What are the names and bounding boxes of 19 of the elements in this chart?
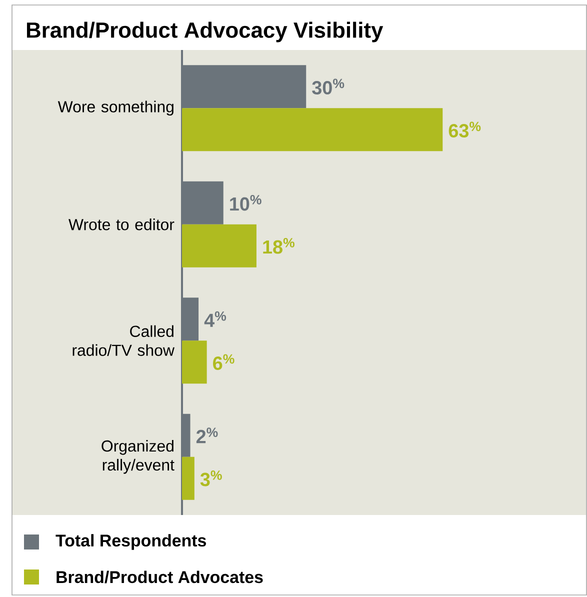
data-label: 10$^{%}$ (230, 195, 262, 211)
data-label: 63$^{%}$ (448, 122, 481, 138)
y-tick-label: Called radio/TV show (72, 325, 174, 356)
bar (182, 456, 194, 500)
data-label: 30$^{%}$ (312, 78, 344, 94)
bar (182, 340, 207, 384)
data-label: 4$^{%}$ (204, 311, 226, 327)
legend-label: Total Respondents (56, 534, 206, 550)
legend-label: Brand/Product Advocates (56, 570, 263, 584)
bar (182, 224, 256, 268)
y-tick-label: Wrote to editor (68, 218, 174, 230)
chart-title: Brand/Product Advocacy Visibility (26, 22, 384, 42)
data-label: 18$^{%}$ (263, 238, 294, 254)
data-label: 3$^{%}$ (200, 470, 222, 486)
bar (182, 108, 443, 152)
y-tick-label: Organized rally/event (102, 440, 174, 474)
data-label: 2$^{%}$ (196, 428, 218, 444)
y-tick-label: Wore something (58, 100, 174, 116)
data-label: 6$^{%}$ (213, 354, 234, 370)
